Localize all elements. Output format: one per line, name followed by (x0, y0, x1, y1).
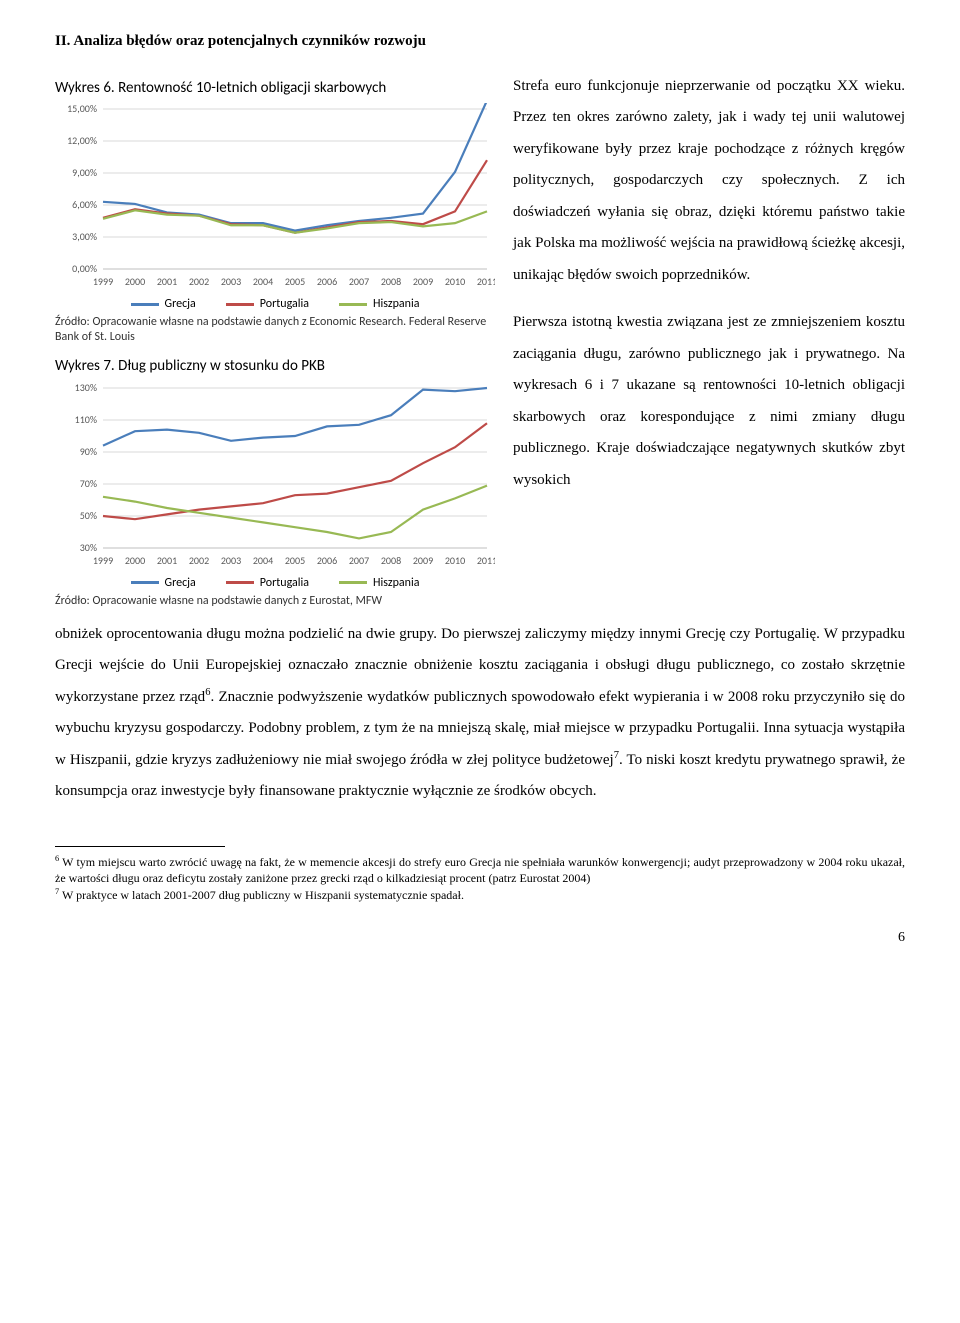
legend-label: Portugalia (260, 574, 309, 592)
svg-text:15,00%: 15,00% (67, 103, 97, 115)
svg-text:2011: 2011 (477, 554, 495, 567)
svg-text:2002: 2002 (189, 275, 209, 288)
paragraph-continuation: obniżek oprocentowania długu można podzi… (55, 619, 905, 808)
footnote-6: 6 W tym miejscu warto zwrócić uwagę na f… (55, 853, 905, 886)
chart6-source: Źródło: Opracowanie własne na podstawie … (55, 315, 495, 345)
svg-text:2009: 2009 (413, 554, 433, 567)
svg-text:2004: 2004 (253, 554, 273, 567)
page-number: 6 (55, 927, 905, 948)
legend-swatch (131, 581, 159, 584)
chart7-legend: Grecja Portugalia Hiszpania (55, 574, 495, 592)
svg-text:130%: 130% (75, 382, 97, 394)
svg-text:110%: 110% (75, 413, 97, 426)
svg-text:2010: 2010 (445, 275, 465, 288)
svg-text:30%: 30% (80, 541, 97, 554)
svg-text:12,00%: 12,00% (67, 134, 97, 147)
legend-swatch (226, 303, 254, 306)
svg-text:1999: 1999 (93, 554, 113, 567)
chart7-source: Źródło: Opracowanie własne na podstawie … (55, 594, 495, 609)
chart7-svg: 30% 50% 70% 90% 110% 130% 1999 2000 2001 2002 2003… (55, 382, 495, 572)
right-text-column: Strefa euro funkcjonuje nieprzerwanie od… (513, 71, 905, 497)
svg-text:2004: 2004 (253, 275, 273, 288)
svg-text:2011: 2011 (477, 275, 495, 288)
legend-item: Hiszpania (339, 295, 419, 313)
legend-swatch (339, 581, 367, 584)
legend-label: Hiszpania (373, 574, 419, 592)
legend-item: Grecja (131, 295, 196, 313)
chart7-title: Wykres 7. Dług publiczny w stosunku do P… (55, 355, 495, 378)
legend-swatch (131, 303, 159, 306)
svg-text:2005: 2005 (285, 554, 305, 567)
paragraph-2: Pierwsza istotną kwestia związana jest z… (513, 307, 905, 496)
chart6-title: Wykres 6. Rentowność 10-letnich obligacj… (55, 77, 495, 100)
legend-swatch (226, 581, 254, 584)
section-heading: II. Analiza błędów oraz potencjalnych cz… (55, 30, 905, 53)
footnote-7: 7 W praktyce w latach 2001-2007 dług pub… (55, 886, 905, 903)
svg-text:70%: 70% (80, 477, 97, 490)
paragraph-1: Strefa euro funkcjonuje nieprzerwanie od… (513, 71, 905, 292)
svg-text:2009: 2009 (413, 275, 433, 288)
svg-text:2005: 2005 (285, 275, 305, 288)
svg-text:2007: 2007 (349, 275, 369, 288)
chart6-legend: Grecja Portugalia Hiszpania (55, 295, 495, 313)
svg-text:2003: 2003 (221, 275, 241, 288)
footnote-separator (55, 846, 225, 847)
legend-item: Hiszpania (339, 574, 419, 592)
legend-item: Portugalia (226, 574, 309, 592)
legend-label: Grecja (165, 295, 196, 313)
svg-text:2000: 2000 (125, 554, 145, 567)
svg-text:2003: 2003 (221, 554, 241, 567)
svg-text:2002: 2002 (189, 554, 209, 567)
legend-label: Grecja (165, 574, 196, 592)
svg-text:0,00%: 0,00% (72, 262, 97, 275)
legend-label: Hiszpania (373, 295, 419, 313)
svg-text:1999: 1999 (93, 275, 113, 288)
svg-text:3,00%: 3,00% (72, 230, 97, 243)
svg-text:6,00%: 6,00% (72, 198, 97, 211)
svg-text:2008: 2008 (381, 554, 401, 567)
svg-text:2000: 2000 (125, 275, 145, 288)
legend-item: Grecja (131, 574, 196, 592)
svg-text:50%: 50% (80, 509, 97, 522)
chart6: 0,00% 3,00% 6,00% 9,00% 12,00% 15,00% 1999 2000… (55, 103, 495, 313)
svg-text:2006: 2006 (317, 275, 337, 288)
svg-text:2007: 2007 (349, 554, 369, 567)
legend-label: Portugalia (260, 295, 309, 313)
charts-column: Wykres 6. Rentowność 10-letnich obligacj… (55, 71, 495, 619)
chart6-svg: 0,00% 3,00% 6,00% 9,00% 12,00% 15,00% 1999 2000… (55, 103, 495, 293)
chart7: 30% 50% 70% 90% 110% 130% 1999 2000 2001 2002 2003… (55, 382, 495, 592)
svg-text:2001: 2001 (157, 275, 177, 288)
svg-text:9,00%: 9,00% (72, 166, 97, 179)
two-column-figure-text: Wykres 6. Rentowność 10-letnich obligacj… (55, 71, 905, 619)
svg-text:2001: 2001 (157, 554, 177, 567)
legend-swatch (339, 303, 367, 306)
svg-text:2008: 2008 (381, 275, 401, 288)
legend-item: Portugalia (226, 295, 309, 313)
svg-text:90%: 90% (80, 445, 97, 458)
svg-text:2006: 2006 (317, 554, 337, 567)
svg-text:2010: 2010 (445, 554, 465, 567)
